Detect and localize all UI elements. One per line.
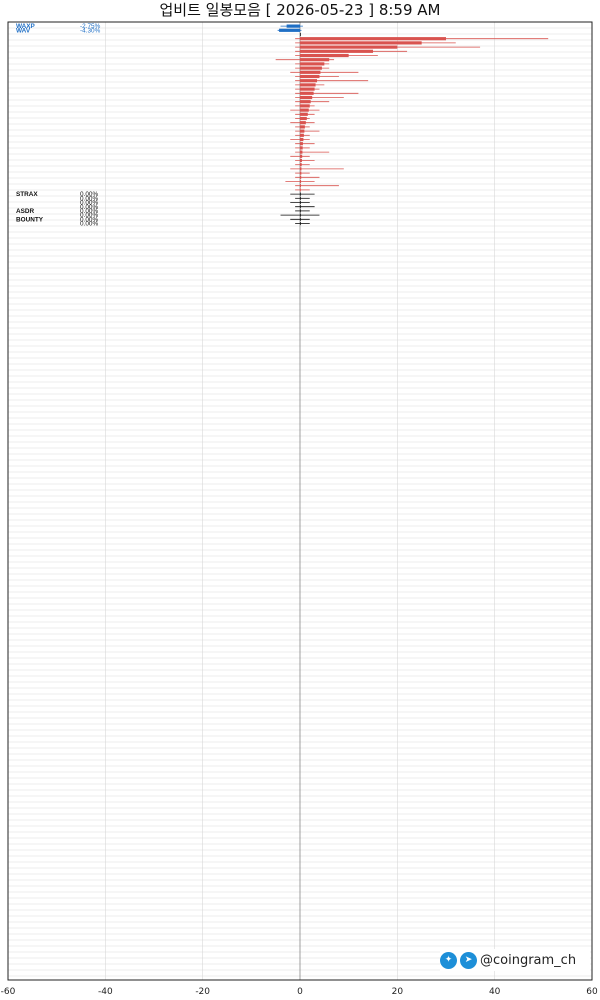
candle-body: [300, 146, 303, 150]
x-tick-labels: -60 -40 -20 0 20 40 60: [1, 987, 598, 997]
row-label: WAXP: [16, 23, 36, 30]
candle-body: [300, 188, 301, 192]
candle-body: [300, 91, 314, 95]
x-tick-label: 20: [392, 987, 404, 997]
candle-body: [300, 45, 398, 49]
twitter-icon: ✦: [440, 951, 457, 969]
candle-body: [300, 62, 325, 66]
candle-body: [300, 87, 315, 91]
candle-body: [300, 133, 304, 137]
candle-body: [300, 58, 330, 62]
candle-body: [300, 41, 422, 45]
candle-body: [300, 184, 301, 188]
row-percent: 0.00%: [80, 221, 98, 228]
candle-body: [300, 209, 301, 213]
x-tick-label: 40: [489, 987, 501, 997]
candle-body: [300, 167, 302, 171]
row-labels: WAXP -2.75%WAV -4.30%STRAX 0.00%0.00%0.00%0…: [16, 23, 101, 227]
candle-body: [300, 83, 316, 87]
candle-body: [300, 100, 311, 104]
candle-body: [300, 53, 349, 58]
candle-body: [300, 158, 302, 163]
candle-body: [300, 217, 301, 221]
candle-body: [300, 137, 304, 142]
row-percent: 0.00%: [80, 208, 98, 215]
candle-body: [300, 79, 318, 83]
candle-body: [300, 66, 322, 70]
candle-body: [300, 175, 302, 179]
candle-body: [300, 116, 307, 121]
row-label: STRAX: [16, 191, 38, 198]
row-percent: 0.00%: [80, 216, 98, 223]
candle-body: [300, 205, 301, 209]
watermark-handle: @coingram_ch: [480, 952, 577, 968]
row-percent: -2.75%: [80, 23, 101, 30]
x-tick-label: -60: [1, 987, 16, 997]
axes: [7, 21, 593, 981]
candle-body: [300, 104, 310, 108]
candle-body: [300, 129, 305, 133]
candle-body: [300, 95, 313, 100]
candle-body: [300, 37, 446, 41]
candle-body: [300, 49, 373, 53]
candle-body: [300, 142, 303, 146]
candle-body: [300, 125, 305, 129]
candle-body: [300, 74, 320, 79]
candle-body: [300, 154, 303, 158]
row-label: WAV: [16, 27, 31, 34]
candle-body: [300, 150, 303, 154]
watermark: ✦ ➤ @coingram_ch: [440, 949, 590, 971]
x-tick-label: -20: [195, 987, 210, 997]
candle-body: [300, 108, 309, 112]
candle-body: [300, 112, 308, 116]
candle-body: [300, 192, 301, 196]
row-percent: 0.00%: [80, 212, 98, 219]
plot-frame: [7, 21, 593, 981]
x-tick-label: 60: [586, 987, 598, 997]
candle-body: [300, 171, 302, 175]
candle-body: [300, 179, 302, 184]
chart-title: 업비트 일봉모음 [ 2026-05-23 ] 8:59 AM: [159, 1, 441, 19]
row-percent: -4.30%: [80, 27, 101, 34]
x-tick-label: -40: [98, 987, 113, 997]
row-label: ASDR: [16, 208, 34, 215]
x-tick-label: 0: [297, 987, 303, 997]
bars: [275, 24, 549, 226]
candle-body: [300, 163, 302, 167]
candle-body: [300, 200, 301, 205]
telegram-icon: ➤: [460, 951, 477, 969]
row-percent: 0.00%: [80, 200, 98, 207]
candle-body: [300, 121, 306, 125]
grid-lines: [7, 21, 593, 980]
row-label: BOUNTY: [16, 216, 44, 223]
candle-body: [300, 213, 301, 217]
candle-body: [279, 28, 300, 32]
candle-body: [300, 221, 301, 226]
candle-body: [300, 32, 301, 37]
candle-body: [286, 24, 300, 28]
row-percent: 0.00%: [80, 204, 98, 211]
candle-body: [300, 196, 301, 200]
candle-body: [300, 70, 321, 74]
row-percent: 0.00%: [80, 191, 98, 198]
row-percent: 0.00%: [80, 195, 98, 202]
